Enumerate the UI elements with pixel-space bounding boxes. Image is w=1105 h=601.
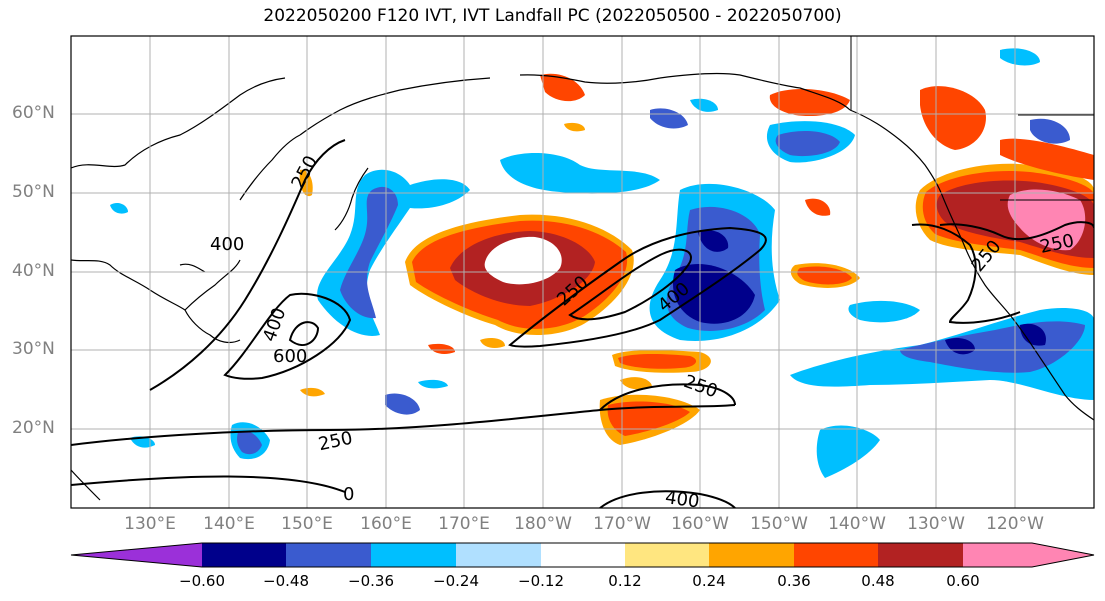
lon-label-130e: 130°E (124, 514, 176, 534)
lat-label-40n: 40°N (12, 261, 55, 281)
lat-label-30n: 30°N (12, 339, 55, 359)
contour-label-400-w: 400 (210, 234, 244, 255)
lat-label-20n: 20°N (12, 418, 55, 438)
lon-label-120w: 120°W (986, 514, 1044, 534)
map-title: 2022050200 F120 IVT, IVT Landfall PC (20… (263, 6, 842, 26)
borders (850, 36, 1094, 201)
lon-label-130w: 130°W (907, 514, 965, 534)
lon-label-140w: 140°W (828, 514, 886, 534)
colorbar-tick-036: 0.36 (777, 572, 811, 590)
colorbar-tick-neg036: −0.36 (348, 572, 394, 590)
lon-label-180w: 180°W (514, 514, 572, 534)
gridlines (71, 36, 1094, 508)
lon-label-150w: 150°W (750, 514, 808, 534)
colorbar-tick-neg060: −0.60 (179, 572, 225, 590)
lat-label-50n: 50°N (12, 182, 55, 202)
map-frame (70, 35, 1095, 509)
contour-label-0: 0 (343, 484, 354, 505)
colorbar-tick-neg012: −0.12 (518, 572, 564, 590)
contour-label-400-south: 400 (664, 487, 701, 513)
lon-label-160e: 160°E (360, 514, 412, 534)
lat-label-60n: 60°N (12, 103, 55, 123)
colorbar-tick-048: 0.48 (861, 572, 895, 590)
colorbar-tick-024: 0.24 (692, 572, 726, 590)
lon-label-170w: 170°W (593, 514, 651, 534)
lon-label-160w: 160°W (671, 514, 729, 534)
ivt-contours (71, 139, 1094, 508)
lon-label-170e: 170°E (438, 514, 490, 534)
colorbar-tick-012: 0.12 (608, 572, 642, 590)
colorbar-tick-neg024: −0.24 (433, 572, 479, 590)
colorbar-tick-060: 0.60 (946, 572, 980, 590)
colorbar-tick-neg048: −0.48 (263, 572, 309, 590)
lon-label-140e: 140°E (203, 514, 255, 534)
coastlines (71, 72, 1094, 501)
contour-label-600: 600 (273, 346, 307, 367)
lon-label-150e: 150°E (281, 514, 333, 534)
